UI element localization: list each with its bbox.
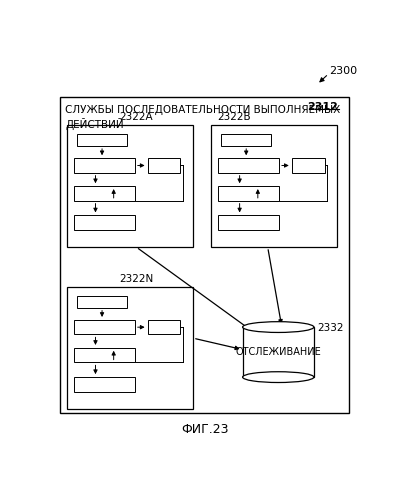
Text: 2322N: 2322N: [119, 274, 153, 284]
Text: СЛУЖБЫ ПОСЛЕДОВАТЕЛЬНОСТИ ВЫПОЛНЯЕМЫХ
ДЕЙСТВИЙ: СЛУЖБЫ ПОСЛЕДОВАТЕЛЬНОСТИ ВЫПОЛНЯЕМЫХ ДЕ…: [65, 104, 340, 130]
FancyBboxPatch shape: [77, 295, 127, 308]
Text: 2332: 2332: [317, 323, 343, 333]
Ellipse shape: [243, 322, 314, 332]
Text: ОТСЛЕЖИВАНИЕ: ОТСЛЕЖИВАНИЕ: [235, 347, 321, 357]
FancyBboxPatch shape: [243, 327, 314, 377]
Ellipse shape: [243, 372, 314, 383]
FancyBboxPatch shape: [77, 134, 127, 146]
FancyBboxPatch shape: [148, 320, 180, 334]
FancyBboxPatch shape: [218, 216, 279, 230]
FancyBboxPatch shape: [292, 158, 324, 173]
FancyBboxPatch shape: [74, 377, 135, 392]
FancyBboxPatch shape: [67, 125, 193, 247]
Text: 2312: 2312: [307, 102, 338, 112]
FancyBboxPatch shape: [74, 216, 135, 230]
Text: 2322A: 2322A: [119, 112, 153, 122]
FancyBboxPatch shape: [221, 134, 272, 146]
FancyBboxPatch shape: [218, 158, 279, 173]
Text: ФИГ.23: ФИГ.23: [181, 423, 228, 436]
FancyBboxPatch shape: [67, 287, 193, 409]
FancyBboxPatch shape: [74, 348, 135, 362]
FancyBboxPatch shape: [60, 97, 349, 413]
FancyBboxPatch shape: [148, 158, 180, 173]
Text: 2322B: 2322B: [217, 112, 251, 122]
FancyBboxPatch shape: [74, 320, 135, 334]
FancyBboxPatch shape: [74, 158, 135, 173]
FancyBboxPatch shape: [218, 186, 279, 201]
FancyBboxPatch shape: [211, 125, 337, 247]
FancyBboxPatch shape: [74, 186, 135, 201]
Text: 2300: 2300: [329, 66, 357, 76]
